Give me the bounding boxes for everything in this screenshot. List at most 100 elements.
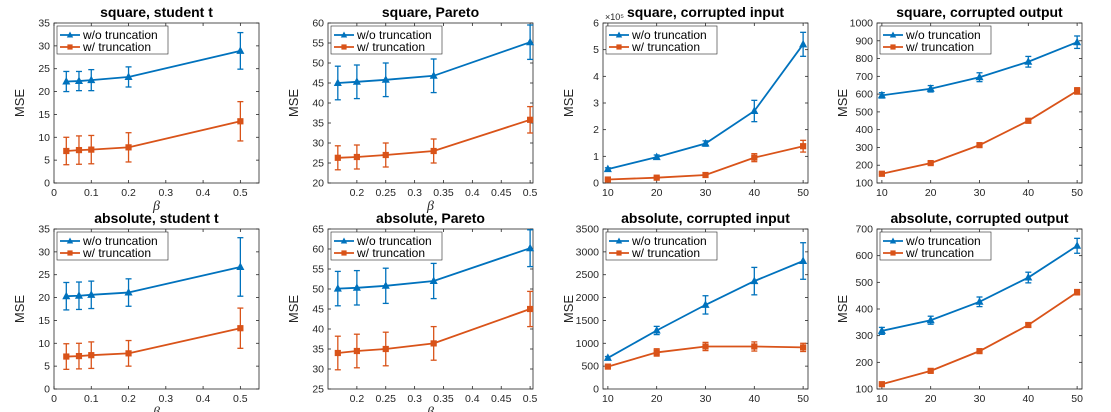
y-tick-label: 2500 xyxy=(576,269,600,281)
data-point xyxy=(237,118,244,125)
y-tick-label: 200 xyxy=(855,357,873,369)
data-point xyxy=(124,287,133,296)
data-point xyxy=(236,46,245,54)
x-tick-label: 30 xyxy=(974,187,986,199)
x-axis-label: β xyxy=(426,405,434,412)
y-tick-label: 0 xyxy=(593,384,599,396)
data-point xyxy=(353,153,360,161)
data-point xyxy=(87,75,96,84)
data-point xyxy=(701,138,710,147)
data-point xyxy=(63,353,70,360)
x-tick-label: 10 xyxy=(876,393,888,405)
legend-marker xyxy=(66,237,74,244)
series-without-truncation xyxy=(603,31,808,173)
data-point xyxy=(353,347,360,355)
x-tick-label: 0 xyxy=(51,393,57,405)
x-tick-label: 10 xyxy=(602,393,614,405)
data-point xyxy=(74,291,84,299)
x-tick-label: 0.25 xyxy=(376,187,397,199)
x-tick-label: 0.2 xyxy=(121,393,136,405)
x-tick-label: 0.3 xyxy=(159,393,174,405)
y-tick-label: 0 xyxy=(593,178,599,190)
chart-title: square, corrupted input xyxy=(627,4,784,20)
data-point xyxy=(975,297,984,305)
x-tick-label: 0.4 xyxy=(465,393,480,405)
y-tick-label: 35 xyxy=(38,18,50,30)
series-with-truncation xyxy=(334,290,534,371)
legend-box xyxy=(605,25,718,55)
legend-label: w/o truncation xyxy=(356,28,432,42)
y-tick-label: 4 xyxy=(593,71,599,83)
data-point xyxy=(1074,289,1081,296)
series-with-truncation xyxy=(334,105,534,171)
y-tick-label: 25 xyxy=(38,63,50,75)
data-point xyxy=(381,75,390,83)
x-tick-label: 0.2 xyxy=(121,187,136,199)
data-point xyxy=(1025,117,1032,124)
legend-label: w/ truncation xyxy=(356,246,425,260)
y-tick-label: 600 xyxy=(855,250,873,262)
chart-title: absolute, Pareto xyxy=(376,210,485,226)
y-tick-label: 2000 xyxy=(576,292,600,304)
y-tick-label: 400 xyxy=(855,304,873,316)
data-point xyxy=(653,349,660,356)
legend-label: w/o truncation xyxy=(905,28,981,42)
y-tick-label: 600 xyxy=(855,89,873,101)
x-tick-label: 30 xyxy=(974,393,986,405)
y-tick-label: 0 xyxy=(44,178,50,190)
data-point xyxy=(927,367,934,374)
data-point xyxy=(125,144,132,151)
data-point xyxy=(333,284,342,292)
y-axis-label: MSE xyxy=(286,295,301,324)
legend-label: w/o truncation xyxy=(356,234,432,248)
legend-marker xyxy=(66,31,74,38)
data-point xyxy=(430,340,437,347)
series-without-truncation xyxy=(877,237,1082,335)
data-point xyxy=(604,363,611,370)
legend-label: w/o truncation xyxy=(631,28,707,42)
x-tick-label: 0.2 xyxy=(350,393,365,405)
data-point xyxy=(526,37,535,46)
legend-marker xyxy=(615,31,623,38)
data-point xyxy=(74,76,84,85)
x-tick-label: 0.4 xyxy=(196,187,211,199)
chart-title: square, Pareto xyxy=(382,4,479,20)
y-tick-label: 3000 xyxy=(576,246,600,258)
y-tick-label: 45 xyxy=(312,78,324,90)
y-tick-label: 45 xyxy=(312,304,324,316)
y-tick-label: 1000 xyxy=(576,338,600,350)
y-tick-label: 40 xyxy=(312,98,324,110)
y-tick-label: 1500 xyxy=(576,315,600,327)
y-tick-label: 700 xyxy=(855,224,873,236)
x-tick-label: 40 xyxy=(748,393,760,405)
x-tick-label: 0.5 xyxy=(233,187,248,199)
series-with-truncation xyxy=(63,100,244,166)
series-with-truncation xyxy=(878,288,1081,388)
data-point xyxy=(527,116,534,123)
y-tick-label: 1000 xyxy=(850,18,874,30)
legend-box xyxy=(879,25,992,55)
y-tick-label: 3500 xyxy=(576,224,600,236)
series-without-truncation xyxy=(603,242,808,361)
data-point xyxy=(62,291,71,300)
x-tick-label: 0.2 xyxy=(350,187,365,199)
y-tick-label: 20 xyxy=(38,86,50,98)
y-tick-label: 25 xyxy=(312,158,324,170)
data-point xyxy=(652,325,661,334)
x-tick-label: 0.45 xyxy=(491,187,512,199)
x-axis-label: β xyxy=(152,405,160,412)
data-point xyxy=(976,142,983,149)
x-tick-label: 0.4 xyxy=(465,187,480,199)
y-tick-label: 60 xyxy=(312,18,324,30)
x-tick-label: 20 xyxy=(651,187,663,199)
y-axis-label: MSE xyxy=(561,89,576,118)
data-point xyxy=(352,283,361,291)
legend-marker xyxy=(67,250,73,256)
data-point xyxy=(429,71,438,79)
chart-title: absolute, corrupted output xyxy=(890,210,1068,226)
x-tick-label: 30 xyxy=(700,393,712,405)
data-point xyxy=(63,147,70,155)
